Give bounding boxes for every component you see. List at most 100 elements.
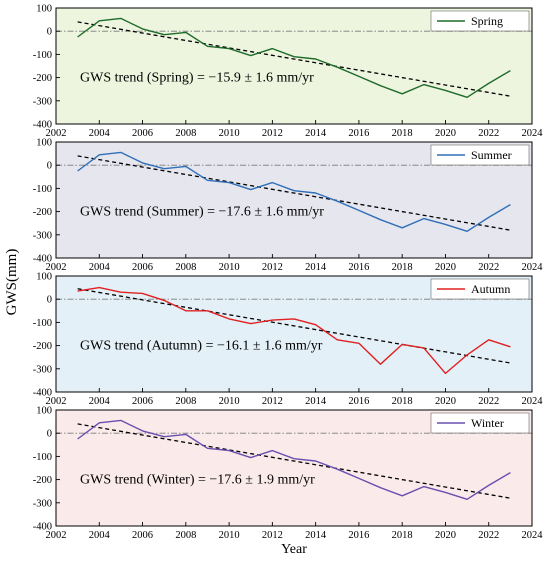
plot-frame [55, 7, 533, 125]
y-tick-label: -100 [33, 318, 52, 329]
trend-line [77, 21, 511, 97]
legend-label: Summer [471, 148, 512, 162]
x-tick-label: 2022 [478, 262, 499, 273]
x-tick-label: 2024 [522, 262, 544, 273]
x-tick-label: 2006 [132, 530, 153, 541]
x-tick-label: 2012 [262, 530, 283, 541]
x-tick-label: 2016 [348, 262, 369, 273]
y-tick-label: -300 [33, 230, 52, 241]
y-tick-label: -400 [33, 254, 52, 265]
x-tick-label: 2006 [132, 128, 153, 139]
x-tick-label: 2008 [175, 396, 196, 407]
x-tick-label: 2016 [348, 128, 369, 139]
series-line-autumn [77, 286, 511, 375]
x-tick-label: 2002 [46, 262, 67, 273]
series-line-winter [77, 419, 511, 500]
x-tick-label: 2018 [392, 530, 413, 541]
x-tick-label: 2014 [305, 262, 327, 273]
y-tick-label: -400 [33, 388, 52, 399]
trend-annotation: GWS trend (Winter) = −17.6 ± 1.9 mm/yr [80, 473, 315, 488]
series-line-spring [77, 17, 511, 99]
trend-annotation: GWS trend (Autumn) = −16.1 ± 1.6 mm/yr [80, 339, 323, 354]
y-tick-label: -100 [33, 184, 52, 195]
y-tick-label: -200 [33, 341, 52, 352]
x-tick-label: 2018 [392, 396, 413, 407]
y-tick-label: -200 [33, 207, 52, 218]
legend-box [430, 144, 530, 166]
y-tick-label: 100 [36, 406, 52, 417]
y-tick-label: -400 [33, 120, 52, 131]
trend-line [77, 155, 511, 231]
x-tick-label: 2002 [46, 128, 67, 139]
y-tick-label: -200 [33, 73, 52, 84]
x-tick-label: 2008 [175, 530, 196, 541]
plot-frame [55, 409, 533, 527]
y-tick-label: -100 [33, 50, 52, 61]
y-tick-label: 0 [47, 27, 52, 38]
x-tick-label: 2010 [219, 128, 240, 139]
x-tick-label: 2020 [435, 530, 456, 541]
x-tick-label: 2004 [89, 262, 111, 273]
x-tick-label: 2018 [392, 262, 413, 273]
x-tick-label: 2022 [478, 128, 499, 139]
x-tick-label: 2006 [132, 262, 153, 273]
x-tick-label: 2002 [46, 530, 67, 541]
x-tick-label: 2004 [89, 128, 111, 139]
legend-label: Autumn [471, 282, 510, 296]
y-tick-label: -300 [33, 364, 52, 375]
x-tick-label: 2002 [46, 396, 67, 407]
legend-label: Spring [471, 14, 503, 28]
trend-line [77, 423, 511, 499]
x-tick-label: 2010 [219, 396, 240, 407]
x-tick-label: 2012 [262, 128, 283, 139]
trend-annotation: GWS trend (Spring) = −15.9 ± 1.6 mm/yr [80, 71, 314, 86]
legend-box [430, 278, 530, 300]
series-line-summer [77, 151, 511, 233]
x-tick-label: 2010 [219, 530, 240, 541]
y-tick-label: -400 [33, 522, 52, 533]
x-tick-label: 2016 [348, 396, 369, 407]
x-tick-label: 2024 [522, 530, 544, 541]
x-tick-label: 2006 [132, 396, 153, 407]
x-tick-label: 2020 [435, 262, 456, 273]
x-tick-label: 2014 [305, 128, 327, 139]
y-tick-label: -300 [33, 498, 52, 509]
x-tick-label: 2020 [435, 128, 456, 139]
x-tick-label: 2014 [305, 396, 327, 407]
x-tick-label: 2018 [392, 128, 413, 139]
legend-box [430, 10, 530, 32]
legend-label: Winter [471, 416, 504, 430]
x-tick-label: 2024 [522, 128, 544, 139]
y-tick-label: 100 [36, 4, 52, 15]
x-tick-label: 2010 [219, 262, 240, 273]
trend-annotation: GWS trend (Summer) = −17.6 ± 1.6 mm/yr [80, 205, 324, 220]
x-tick-label: 2004 [89, 530, 111, 541]
y-tick-label: -300 [33, 96, 52, 107]
y-tick-label: 0 [47, 295, 52, 306]
x-axis-label: Year [281, 542, 307, 557]
y-axis-label: GWS(mm) [4, 249, 20, 316]
trend-line [77, 288, 511, 364]
x-tick-label: 2012 [262, 396, 283, 407]
x-tick-label: 2008 [175, 262, 196, 273]
x-tick-label: 2022 [478, 396, 499, 407]
x-tick-label: 2016 [348, 530, 369, 541]
y-tick-label: 100 [36, 272, 52, 283]
x-tick-label: 2020 [435, 396, 456, 407]
y-tick-label: -200 [33, 475, 52, 486]
y-tick-label: 0 [47, 161, 52, 172]
x-tick-label: 2024 [522, 396, 544, 407]
x-tick-label: 2008 [175, 128, 196, 139]
x-tick-label: 2014 [305, 530, 327, 541]
y-tick-label: -100 [33, 452, 52, 463]
y-tick-label: 100 [36, 138, 52, 149]
x-tick-label: 2022 [478, 530, 499, 541]
plot-frame [55, 275, 533, 393]
x-tick-label: 2012 [262, 262, 283, 273]
